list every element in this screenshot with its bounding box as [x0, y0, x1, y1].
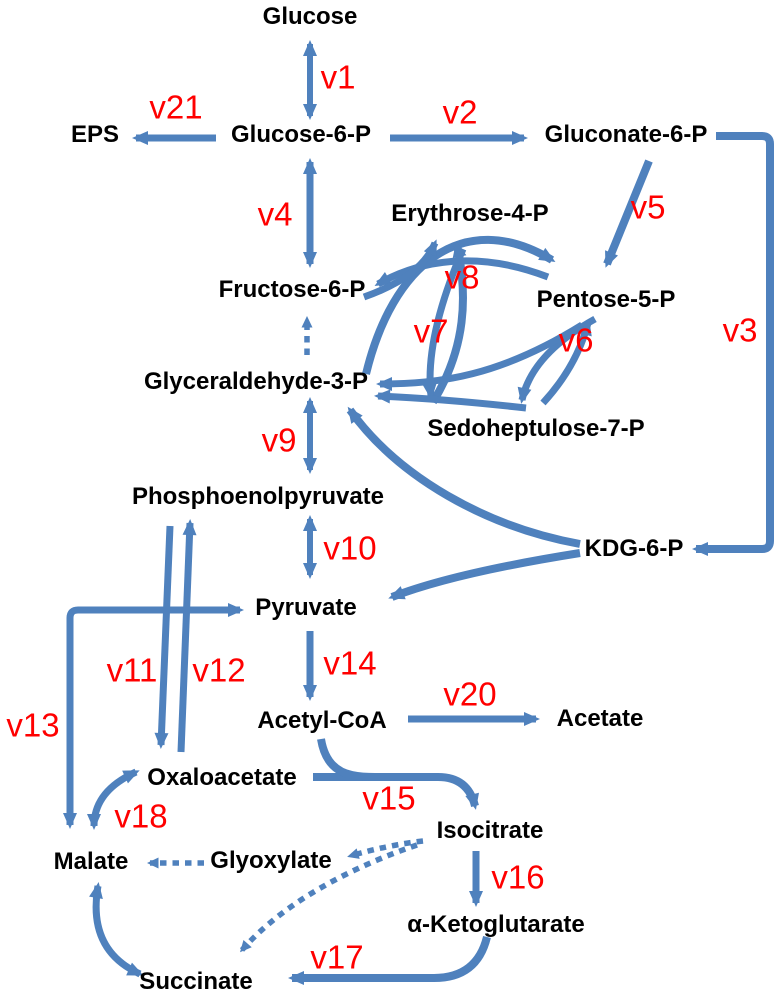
- metabolite-acetyl-coa: Acetyl-CoA: [257, 707, 387, 734]
- metabolite-oxaloacetate: Oxaloacetate: [147, 764, 297, 791]
- metabolite-glyoxylate: Glyoxylate: [210, 847, 332, 874]
- flux-label-v3: v3: [722, 311, 758, 349]
- arrow-kdg-to-glyceraldehyde: [346, 406, 581, 548]
- flux-label-v15: v15: [362, 779, 416, 817]
- flux-label-v16: v16: [491, 858, 545, 896]
- arrow-dashed-isocitrate-to-glyoxylate: [347, 838, 424, 859]
- flux-label-v8: v8: [444, 258, 480, 296]
- flux-label-v4: v4: [257, 195, 293, 233]
- arrow-v6-to-pentose: [540, 319, 592, 406]
- flux-label-v11: v11: [106, 651, 158, 689]
- arrow-kdg-to-pyruvate: [388, 549, 581, 601]
- metabolite-succinate: Succinate: [139, 968, 253, 995]
- flux-label-v7: v7: [413, 312, 449, 350]
- metabolite-sedoheptulose-7-p: Sedoheptulose-7-P: [427, 415, 645, 442]
- flux-label-v13: v13: [6, 706, 60, 744]
- metabolite-erythrose-4-p: Erythrose-4-P: [391, 200, 549, 227]
- flux-label-v9: v9: [261, 421, 297, 459]
- flux-label-v1: v1: [320, 58, 356, 96]
- flux-label-v20: v20: [443, 675, 497, 713]
- arrow-v8-to-erythrose: [362, 239, 439, 301]
- arrow-dashed-isocitrate-to-succinate: [239, 842, 418, 953]
- metabolite-glucose-6-p: Glucose-6-P: [230, 121, 372, 148]
- flux-label-v21: v21: [149, 88, 203, 126]
- arrow-v12: [177, 519, 197, 753]
- arrow-v7-to-glyceraldehyde: [374, 389, 527, 412]
- metabolite-acetate: Acetate: [556, 705, 644, 732]
- arrow-succinate-malate: [89, 882, 144, 978]
- flux-label-v17: v17: [310, 938, 364, 976]
- arrow-v11: [154, 525, 174, 749]
- metabolite-fructose-6-p: Fructose-6-P: [218, 276, 366, 303]
- arrow-v17: [288, 935, 491, 985]
- metabolite-isocitrate: Isocitrate: [436, 817, 544, 844]
- metabolite-eps: EPS: [70, 121, 120, 148]
- metabolite-phosphoenolpyruvate: Phosphoenolpyruvate: [131, 483, 385, 510]
- metabolite-glyceraldehyde-3-p: Glyceraldehyde-3-P: [143, 368, 369, 395]
- metabolite-glucose: Glucose: [262, 3, 358, 30]
- flux-label-v2: v2: [442, 93, 478, 131]
- flux-label-v10: v10: [323, 529, 377, 567]
- flux-label-v5: v5: [630, 188, 666, 226]
- arrow-v6-to-glyceraldehyde: [376, 322, 584, 391]
- metabolite-kdg-6-p: KDG-6-P: [584, 535, 684, 562]
- arrow-v15: [313, 773, 479, 810]
- arrow-v13: [63, 603, 244, 829]
- flux-label-v12: v12: [192, 651, 246, 689]
- metabolite-alpha-ketoglutarate: α-Ketoglutarate: [407, 911, 585, 938]
- metabolite-pyruvate: Pyruvate: [255, 594, 357, 621]
- flux-label-v18: v18: [114, 797, 168, 835]
- arrow-v3: [692, 132, 774, 556]
- metabolite-malate: Malate: [53, 848, 129, 875]
- flux-label-v6: v6: [558, 321, 594, 359]
- arrow-v18: [87, 768, 140, 830]
- arrow-v8-to-fructose: [374, 257, 550, 288]
- metabolite-pentose-5-p: Pentose-5-P: [536, 286, 676, 313]
- arrow-v5: [603, 159, 653, 268]
- metabolite-gluconate-6-p: Gluconate-6-P: [544, 121, 708, 148]
- arrow-v15-acetylcoa-branch: [317, 738, 376, 781]
- flux-label-v14: v14: [323, 644, 377, 682]
